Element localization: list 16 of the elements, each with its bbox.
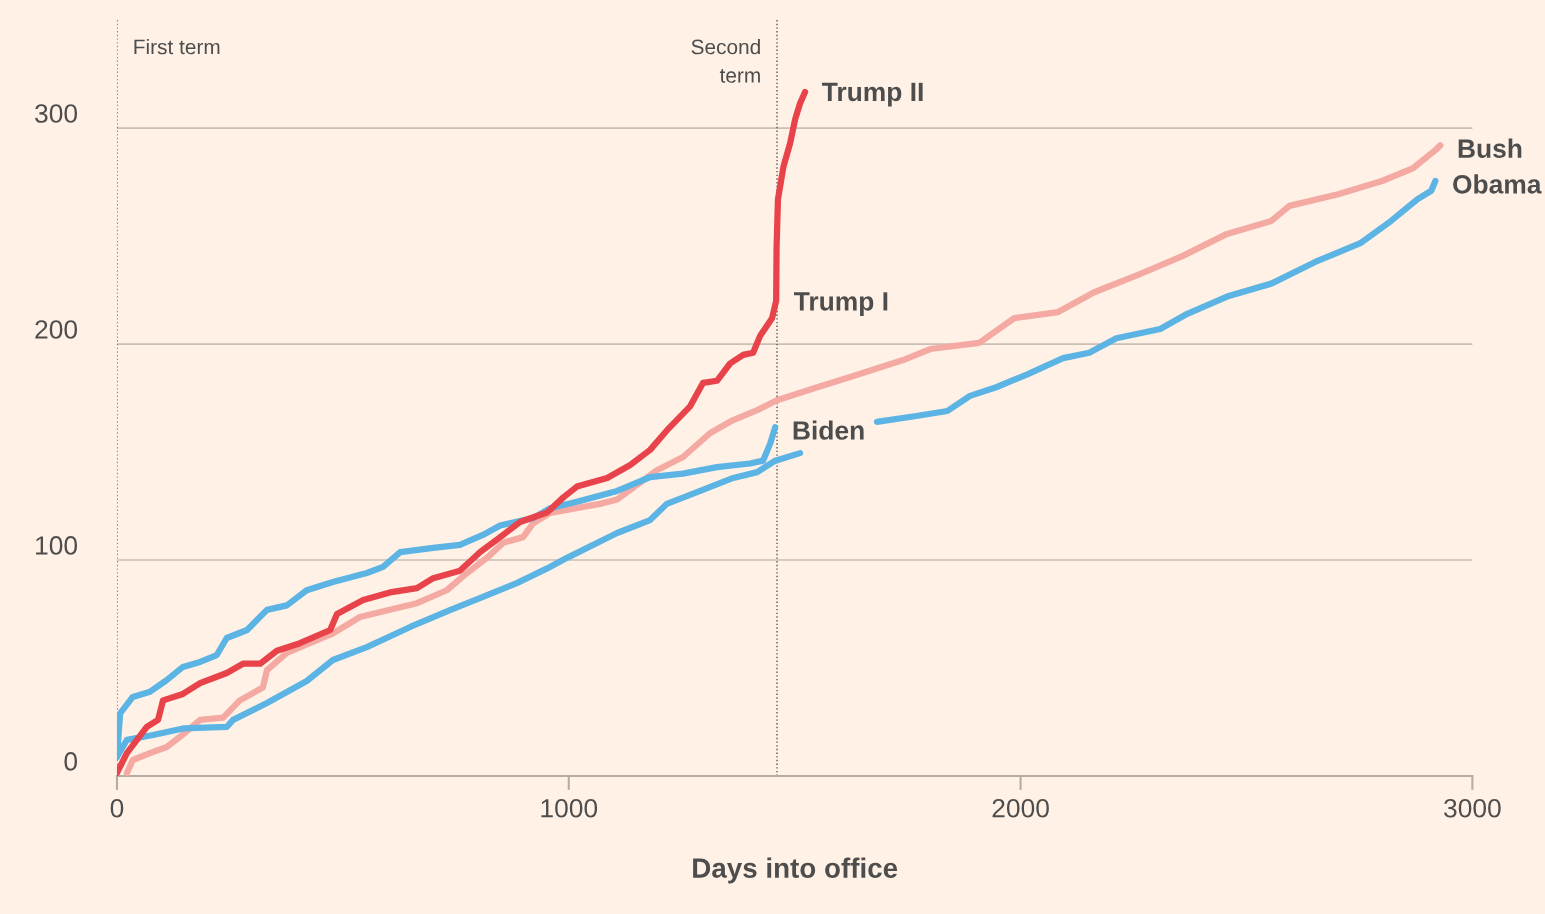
y-tick-label: 0 [64,752,78,771]
ref-line-label: Second term [691,39,760,83]
series-label: Biden [793,420,864,440]
x-tick-label: 2000 [992,798,1049,818]
annotation: Trump II [822,82,923,107]
y-tick-label: 300 [35,104,78,123]
x-tick-label: 3000 [1444,798,1501,818]
y-tick-label: 200 [35,320,78,339]
annotation: Trump I [794,292,888,316]
ref-line-label: First term [134,39,220,55]
series-label: Obama [1453,174,1542,194]
x-tick-label: 1000 [541,798,598,818]
y-tick-label: 100 [36,536,78,555]
x-tick-label: 0 [110,798,124,818]
series-label: Bush [1458,138,1522,159]
x-axis-title: Days into office [693,857,898,884]
